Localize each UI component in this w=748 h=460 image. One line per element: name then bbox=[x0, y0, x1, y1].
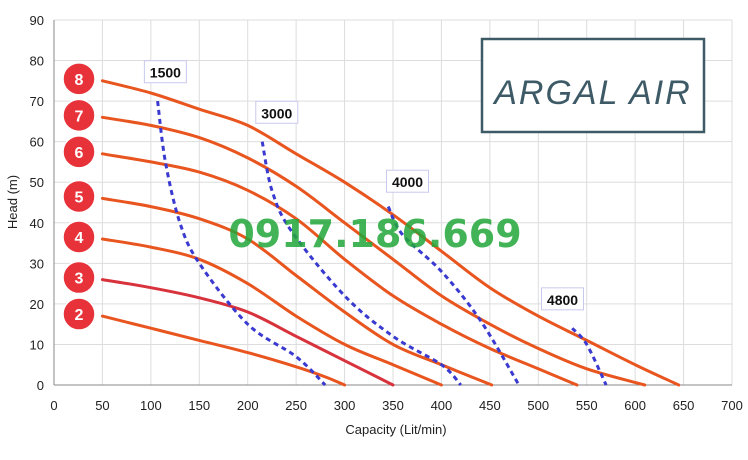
pressure-badge-8: 8 bbox=[62, 62, 96, 96]
pressure-curve-3 bbox=[100, 278, 395, 387]
speed-curve-3000 bbox=[260, 141, 462, 387]
pressure-badge-circle bbox=[62, 98, 96, 133]
y-tick-label: 90 bbox=[30, 13, 44, 28]
y-tick-label: 70 bbox=[30, 94, 44, 109]
x-tick-label: 450 bbox=[479, 398, 501, 413]
speed-label-box bbox=[541, 287, 584, 311]
pressure-curve-5 bbox=[100, 196, 494, 387]
x-tick-label: 500 bbox=[527, 398, 549, 413]
x-tick-label: 250 bbox=[285, 398, 307, 413]
x-tick-label: 100 bbox=[140, 398, 162, 413]
logo-wordmark: ARGAL AIR bbox=[492, 74, 692, 112]
y-tick-label: 60 bbox=[30, 135, 44, 150]
speed-label-box bbox=[143, 60, 187, 84]
speed-label-text: 4800 bbox=[547, 292, 578, 308]
pressure-badge-circle bbox=[62, 297, 96, 331]
brand-logo: ARGAL AIR bbox=[480, 37, 706, 134]
x-tick-label: 400 bbox=[431, 398, 453, 413]
speed-label-box bbox=[386, 169, 430, 193]
pressure-badge-label: 3 bbox=[75, 271, 84, 288]
y-tick-label: 30 bbox=[30, 256, 44, 271]
pressure-badge-circle bbox=[62, 135, 96, 169]
pressure-badge-circle bbox=[62, 260, 96, 295]
pressure-curves bbox=[100, 79, 681, 387]
x-tick-label: 150 bbox=[188, 398, 210, 413]
phone-watermark: 0917.186.669 bbox=[228, 212, 521, 256]
speed-labels: 1500 3000 4000 4800 bbox=[143, 60, 584, 311]
speed-label-text: 3000 bbox=[261, 105, 292, 121]
x-tick-label: 200 bbox=[237, 398, 259, 413]
pressure-badge-circle bbox=[62, 179, 96, 214]
x-tick-labels: 0 50 100 150 200 250 300 350 400 450 500 550 600 650 7… bbox=[50, 398, 742, 413]
x-tick-label: 50 bbox=[95, 398, 109, 413]
y-tick-label: 10 bbox=[30, 337, 44, 352]
pressure-badge-4: 4 bbox=[62, 220, 96, 254]
speed-label-text: 1500 bbox=[150, 65, 181, 81]
pressure-badge-6: 6 bbox=[62, 135, 96, 169]
y-tick-labels: 0 10 20 30 40 50 60 70 80 90 bbox=[30, 13, 44, 393]
pressure-curve-4 bbox=[100, 237, 443, 387]
y-tick-label: 20 bbox=[30, 297, 44, 312]
x-tick-label: 350 bbox=[382, 398, 404, 413]
pressure-badge-2: 2 bbox=[62, 297, 96, 331]
pressure-badge-5: 5 bbox=[62, 179, 96, 214]
x-tick-label: 650 bbox=[673, 398, 695, 413]
pressure-badge-label: 7 bbox=[75, 108, 84, 125]
speed-label-4000: 4000 bbox=[386, 169, 430, 193]
x-axis-title: Capacity (Lit/min) bbox=[345, 422, 446, 437]
speed-curve-4800 bbox=[571, 327, 608, 386]
pressure-badge-circle bbox=[62, 62, 96, 96]
pressure-badge-circle bbox=[62, 220, 96, 254]
pressure-curve-6 bbox=[100, 152, 579, 387]
speed-curves bbox=[156, 100, 608, 387]
y-tick-label: 80 bbox=[30, 54, 44, 69]
logo-frame bbox=[480, 37, 706, 134]
pressure-curve-2 bbox=[100, 314, 347, 387]
pressure-badge-label: 4 bbox=[75, 230, 84, 247]
speed-curve-4000 bbox=[386, 205, 521, 386]
speed-label-3000: 3000 bbox=[255, 100, 299, 124]
pressure-badges: 2 3 4 5 6 7 8 bbox=[62, 62, 96, 331]
y-tick-label: 40 bbox=[30, 216, 44, 231]
pressure-badge-label: 8 bbox=[75, 72, 84, 89]
pressure-badge-7: 7 bbox=[62, 98, 96, 133]
pressure-curve-7 bbox=[100, 115, 647, 387]
pressure-badge-label: 2 bbox=[75, 307, 84, 324]
speed-label-1500: 1500 bbox=[143, 60, 187, 84]
x-tick-label: 600 bbox=[624, 398, 646, 413]
speed-label-box bbox=[255, 100, 299, 124]
y-axis-title: Head (m) bbox=[5, 175, 20, 229]
x-tick-label: 0 bbox=[50, 398, 57, 413]
y-tick-label: 50 bbox=[30, 175, 44, 190]
x-tick-label: 700 bbox=[721, 398, 743, 413]
pressure-badge-3: 3 bbox=[62, 260, 96, 295]
speed-label-4800: 4800 bbox=[541, 287, 584, 311]
pressure-badge-label: 6 bbox=[75, 145, 84, 162]
speed-label-text: 4000 bbox=[392, 174, 423, 190]
x-tick-label: 300 bbox=[334, 398, 356, 413]
pressure-badge-label: 5 bbox=[75, 189, 84, 206]
y-tick-label: 0 bbox=[37, 378, 44, 393]
x-tick-label: 550 bbox=[576, 398, 598, 413]
